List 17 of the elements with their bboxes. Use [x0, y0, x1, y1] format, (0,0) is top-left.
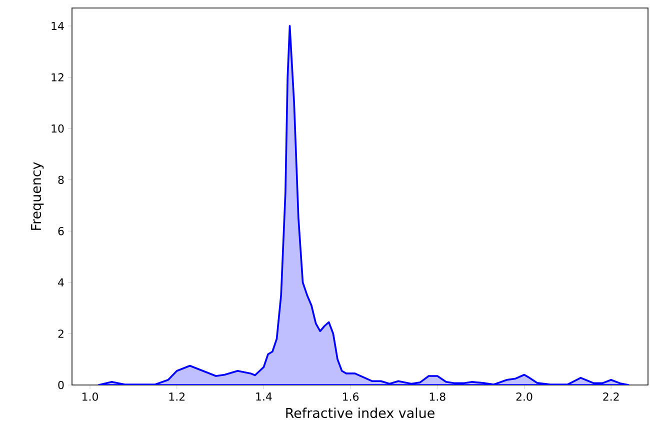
x-tick-label: 2.2 — [603, 392, 619, 401]
y-tick-label: 0 — [58, 380, 64, 390]
y-tick-label: 10 — [52, 124, 64, 133]
y-tick-label: 14 — [52, 22, 64, 30]
x-tick-label: 1.8 — [430, 392, 446, 401]
y-tick-label: 4 — [58, 278, 64, 286]
x-tick-label: 1.2 — [169, 392, 184, 401]
x-tick-label: 1.6 — [343, 392, 359, 401]
x-tick-label: 2.0 — [516, 392, 532, 401]
x-tick-label: 1.0 — [82, 392, 98, 401]
x-tick-label: 1.4 — [256, 392, 272, 401]
y-tick-label: 8 — [58, 176, 64, 184]
y-tick-label: 12 — [52, 73, 64, 82]
x-axis-title: Refractive index value — [286, 408, 434, 418]
y-tick-label: 6 — [58, 226, 64, 236]
y-axis-title: Frequency — [31, 162, 44, 230]
y-tick-label: 2 — [58, 330, 64, 338]
